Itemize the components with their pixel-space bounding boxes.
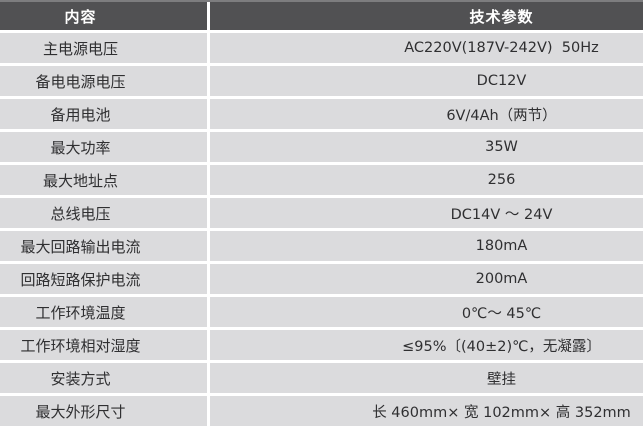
table-row: 最大回路输出电流 180mA xyxy=(0,231,643,264)
spec-value-mounting-method: 壁挂 xyxy=(210,363,643,393)
spec-value-max-dimensions: 长 460mm× 宽 102mm× 高 352mm xyxy=(210,396,643,426)
spec-label-bus-voltage: 总线电压 xyxy=(0,198,210,228)
spec-value-backup-battery: 6V/4Ah（两节） xyxy=(210,99,643,129)
table-row: 最大功率 35W xyxy=(0,132,643,165)
spec-label-loop-short-protect-current: 回路短路保护电流 xyxy=(0,264,210,294)
table-row: 主电源电压 AC220V(187V-242V) 50Hz xyxy=(0,33,643,66)
spec-value-relative-humidity: ≤95%〔(40±2)℃，无凝露〕 xyxy=(210,330,643,360)
spec-label-backup-power-voltage: 备电电源电压 xyxy=(0,66,210,96)
table-row: 总线电压 DC14V ～ 24V xyxy=(0,198,643,231)
spec-label-backup-battery: 备用电池 xyxy=(0,99,210,129)
spec-label-relative-humidity: 工作环境相对湿度 xyxy=(0,330,210,360)
table-header-row: 内容 技术参数 xyxy=(0,0,643,33)
spec-label-max-address-points: 最大地址点 xyxy=(0,165,210,195)
spec-value-main-power-voltage: AC220V(187V-242V) 50Hz xyxy=(210,33,643,63)
spec-value-max-power: 35W xyxy=(210,132,643,162)
table-row: 回路短路保护电流 200mA xyxy=(0,264,643,297)
spec-label-max-loop-output-current: 最大回路输出电流 xyxy=(0,231,210,261)
spec-value-bus-voltage: DC14V ～ 24V xyxy=(210,198,643,228)
spec-label-max-power: 最大功率 xyxy=(0,132,210,162)
spec-value-max-address-points: 256 xyxy=(210,165,643,195)
spec-label-main-power-voltage: 主电源电压 xyxy=(0,33,210,63)
table-row: 工作环境温度 0℃～ 45℃ xyxy=(0,297,643,330)
table-row: 备用电池 6V/4Ah（两节） xyxy=(0,99,643,132)
spec-value-max-loop-output-current: 180mA xyxy=(210,231,643,261)
table-row: 工作环境相对湿度 ≤95%〔(40±2)℃，无凝露〕 xyxy=(0,330,643,363)
header-content-cell: 内容 xyxy=(0,2,210,30)
spec-label-mounting-method: 安装方式 xyxy=(0,363,210,393)
table-row: 最大地址点 256 xyxy=(0,165,643,198)
spec-label-max-dimensions: 最大外形尺寸 xyxy=(0,396,210,426)
spec-value-backup-power-voltage: DC12V xyxy=(210,66,643,96)
header-params-cell: 技术参数 xyxy=(210,2,643,30)
table-row: 备电电源电压 DC12V xyxy=(0,66,643,99)
spec-value-operating-temperature: 0℃～ 45℃ xyxy=(210,297,643,327)
spec-label-operating-temperature: 工作环境温度 xyxy=(0,297,210,327)
table-row: 最大外形尺寸 长 460mm× 宽 102mm× 高 352mm xyxy=(0,396,643,429)
spec-value-loop-short-protect-current: 200mA xyxy=(210,264,643,294)
table-row: 安装方式 壁挂 xyxy=(0,363,643,396)
